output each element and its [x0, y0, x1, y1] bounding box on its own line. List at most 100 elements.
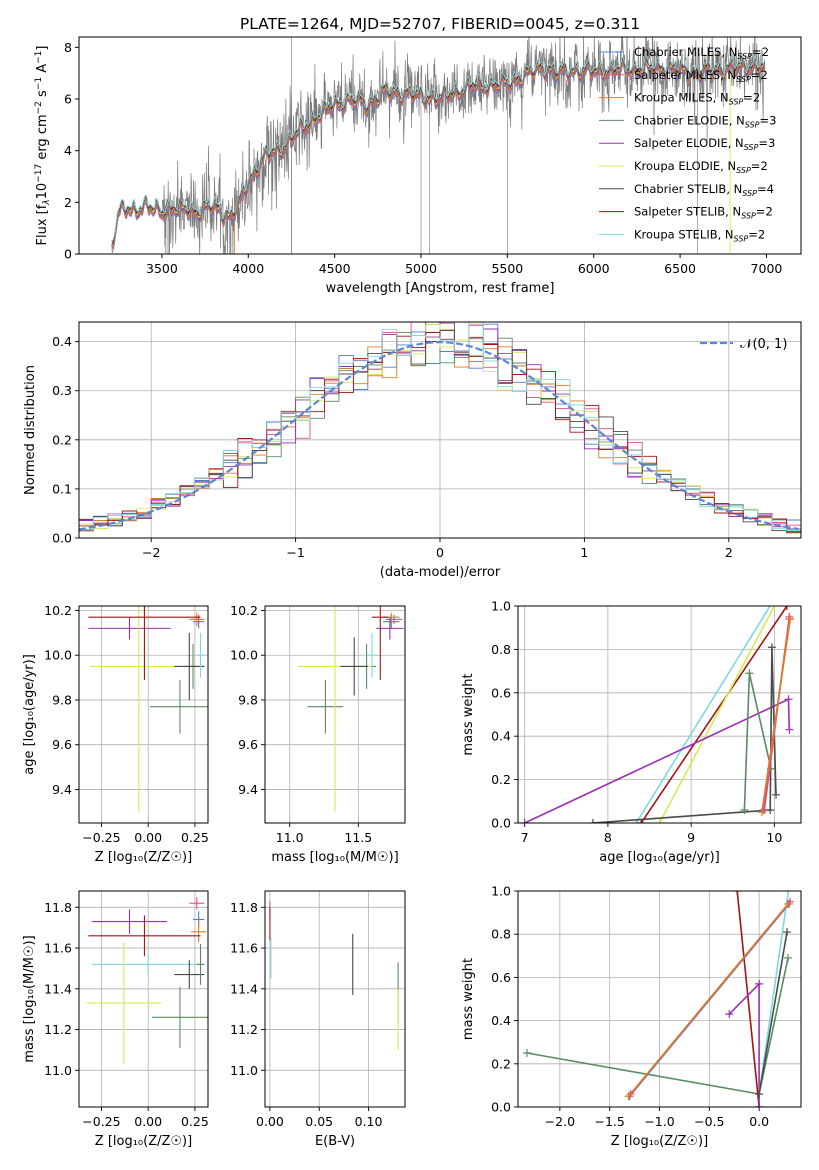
y-tick-label: 0.4: [491, 1013, 511, 1028]
x-tick-label: 11.0: [276, 830, 304, 845]
axes-frame: −2 −1 0 1 2 0.0 0.1 0.2 0.3 0.4 (data-model)/error…: [23, 334, 733, 580]
axes-border: [78, 605, 209, 824]
plot-area: [520, 606, 795, 823]
weight-marker: [588, 819, 597, 823]
y-tick-label: 0.4: [52, 334, 72, 349]
legend-eq: =: [748, 227, 758, 241]
legend-n: , N: [729, 113, 745, 127]
weight-marker: [767, 643, 776, 652]
x-axis-label: E(B-V): [315, 1134, 355, 1149]
axes-border: [78, 36, 802, 255]
legend-ssp-sub: SSP: [734, 234, 749, 243]
axes-frame: 0.00 0.05 0.10 11.0 11.2 11.4 11.6 11.8 E(B-V): [230, 900, 382, 1149]
panel-age_vs_Z: −0.25 0.00 0.25 9.4 9.6 9.8 10.0 10.2 Z [log₁₀(Z…: [22, 603, 209, 865]
y-tick-label: 9.4: [52, 782, 72, 797]
y-axis-label-part: s: [35, 90, 50, 101]
legend-series-name: Kroupa STELIB: [634, 227, 718, 241]
model-line-kroupa-stelib: [111, 55, 766, 242]
chart-title: PLATE=1264, MJD=52707, FIBERID=0045, z=0…: [240, 15, 640, 33]
y-axis-label-part: −1: [34, 51, 44, 64]
y-axis-label-part: 10: [35, 183, 50, 200]
legend-ssp-sub: SSP: [745, 120, 760, 129]
x-tick-label: 0: [436, 545, 444, 560]
axes-frame: −0.25 0.00 0.25 11.0 11.2 11.4 11.6 11.8 Z [log₁…: [22, 900, 209, 1149]
y-tick-label: 0.8: [491, 642, 511, 657]
weight-line-kroupa-miles: [627, 903, 789, 1097]
weight-line-kroupa-miles: [761, 618, 791, 813]
legend-label: Salpeter MILES, NSSP=2: [634, 68, 768, 84]
y-tick-label: 0.6: [491, 970, 511, 985]
x-axis-label: age [log₁₀(age/yr)]: [599, 850, 720, 865]
weight-marker: [786, 615, 795, 624]
legend-label: Kroupa ELODIE, NSSP=2: [634, 159, 768, 175]
x-tick-label: 7000: [751, 261, 783, 276]
y-tick-label: 9.6: [52, 737, 72, 752]
y-axis-label: Flux [fλ10−17 erg cm−2 s−1 A−1]: [34, 46, 52, 246]
y-tick-label: 9.8: [52, 692, 72, 707]
legend-label: Chabrier STELIB, NSSP=4: [634, 182, 774, 198]
weight-marker: [755, 979, 764, 988]
weight-marker: [782, 606, 791, 610]
y-tick-label: 11.0: [230, 1063, 258, 1078]
y-axis-label: age [log₁₀(age/yr)]: [22, 654, 37, 775]
legend-series-name: Salpeter ELODIE: [634, 136, 728, 150]
legend-label: Salpeter ELODIE, NSSP=3: [634, 136, 775, 152]
weight-marker: [772, 790, 781, 799]
panel-residuals: −2 −1 0 1 2 0.0 0.1 0.2 0.3 0.4 (data-model)/error…: [23, 321, 802, 580]
legend-ssp-sub: SSP: [742, 189, 757, 198]
legend-series-name: Kroupa MILES: [634, 91, 713, 105]
x-tick-label: −0.25: [82, 830, 120, 845]
legend-series-name: Chabrier MILES: [634, 45, 721, 59]
weight-marker: [733, 891, 742, 895]
plot-area: [111, 37, 766, 254]
plot-area: [269, 901, 399, 1050]
x-tick-label: 0.25: [181, 830, 209, 845]
y-tick-label: 11.4: [44, 981, 72, 996]
x-tick-label: −1.0: [644, 1114, 674, 1129]
y-tick-label: 11.0: [44, 1063, 72, 1078]
legend-n: , N: [726, 182, 742, 196]
y-tick-label: 8: [64, 40, 72, 55]
x-tick-label: 5500: [491, 261, 523, 276]
legend-n: , N: [713, 91, 729, 105]
weight-marker: [522, 1049, 531, 1057]
weight-marker: [624, 1092, 633, 1101]
axes-frame: 11.0 11.5 9.4 9.6 9.8 10.0 10.2 mass [log₁₀(M/M…: [230, 603, 399, 865]
weight-marker: [757, 808, 766, 817]
y-tick-label: 10.2: [230, 603, 258, 618]
x-axis-label: Z [log₁₀(Z/Z☉)]: [95, 850, 192, 865]
x-tick-label: 0.00: [256, 1114, 284, 1129]
legend-eq: =: [751, 159, 761, 173]
legend-series-name: Kroupa ELODIE: [634, 159, 720, 173]
y-tick-label: 10.0: [44, 648, 72, 663]
legend-eq: =: [757, 182, 767, 196]
y-tick-label: 11.4: [230, 981, 258, 996]
weight-line-kroupa-stelib: [635, 606, 771, 823]
x-axis-label: (data-model)/error: [380, 565, 501, 580]
legend-n: , N: [720, 159, 736, 173]
x-tick-label: 7: [521, 830, 529, 845]
legend-eq: =: [751, 68, 761, 82]
x-tick-label: 8: [604, 830, 612, 845]
y-tick-label: 0.0: [52, 531, 72, 546]
y-tick-label: 0.2: [491, 1056, 511, 1071]
x-tick-label: 11.5: [344, 830, 372, 845]
y-tick-label: 10.0: [230, 648, 258, 663]
y-axis-label-part: Flux [f: [35, 204, 50, 245]
legend-ssp-sub: SSP: [741, 212, 756, 221]
histogram-chabrier-elodie: [79, 322, 801, 538]
legend-ssp-sub: SSP: [736, 75, 751, 84]
plot-area: [88, 606, 208, 812]
legend-label: Chabrier MILES, NSSP=2: [634, 45, 769, 61]
y-axis-label: mass weight: [461, 673, 476, 755]
axes-border: [264, 605, 406, 824]
weight-marker: [784, 899, 793, 908]
axes-border: [264, 890, 406, 1108]
y-tick-label: 0.2: [491, 772, 511, 787]
y-tick-label: 0.1: [52, 481, 72, 496]
y-axis-label-part: −17: [34, 164, 44, 183]
weight-line-chabrier-stelib: [758, 931, 788, 1095]
weight-marker: [784, 953, 793, 962]
legend-eq: =: [743, 91, 753, 105]
